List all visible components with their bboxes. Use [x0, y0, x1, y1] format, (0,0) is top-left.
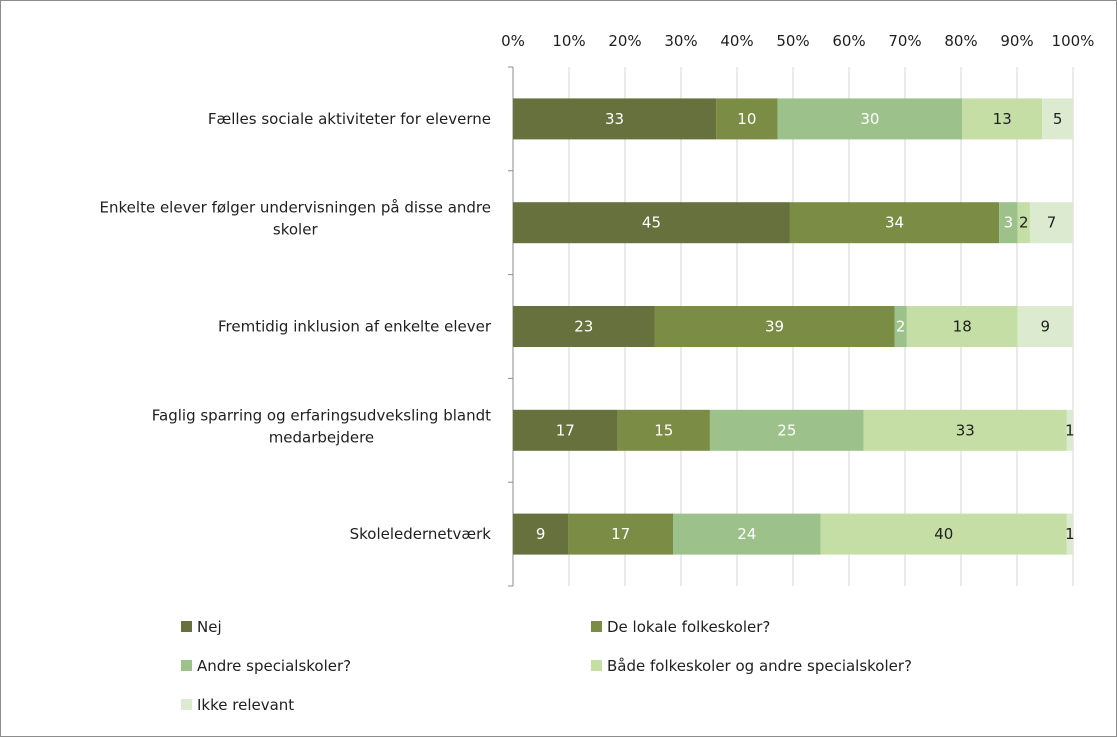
bar-segment: [894, 306, 907, 347]
bar-segment: [568, 513, 673, 555]
data-label: 18: [953, 318, 972, 336]
data-label: 10: [737, 110, 756, 128]
bar-segment: [777, 98, 963, 140]
data-label: 7: [1047, 214, 1057, 232]
x-tick-label: 20%: [608, 32, 641, 50]
bar-segment: [1017, 306, 1073, 347]
data-label: 9: [536, 525, 546, 543]
data-label: 9: [1041, 318, 1051, 336]
legend-label: Nej: [197, 618, 222, 636]
legend-label: Andre specialskoler?: [197, 657, 351, 675]
bar-segment: [513, 98, 717, 140]
data-label: 45: [642, 214, 661, 232]
data-label: 3: [1004, 214, 1014, 232]
legend-label: Både folkeskoler og andre specialskoler?: [607, 657, 912, 675]
bar-segment: [1017, 202, 1030, 244]
data-label: 1: [1065, 525, 1075, 543]
legend-swatch: [181, 660, 192, 671]
x-tick-label: 10%: [552, 32, 585, 50]
data-label: 39: [765, 318, 784, 336]
data-label: 23: [574, 318, 593, 336]
x-tick-label: 50%: [776, 32, 809, 50]
bar-segment: [1066, 513, 1073, 555]
x-tick-label: 90%: [1000, 32, 1033, 50]
x-tick-label: 70%: [888, 32, 921, 50]
data-label: 1: [1065, 421, 1075, 439]
data-label: 30: [860, 110, 879, 128]
x-tick-label: 100%: [1052, 32, 1095, 50]
category-label: skoler: [273, 221, 319, 239]
legend-swatch: [181, 621, 192, 632]
bar-segment: [513, 409, 618, 451]
data-label: 17: [611, 525, 630, 543]
data-label: 40: [934, 525, 953, 543]
x-tick-label: 0%: [501, 32, 525, 50]
legend-swatch: [591, 621, 602, 632]
category-label: Fælles sociale aktiviteter for eleverne: [208, 110, 491, 128]
bar-segment: [789, 202, 1000, 244]
x-tick-label: 40%: [720, 32, 753, 50]
bar-segment: [513, 306, 655, 347]
bar-segment: [513, 513, 569, 555]
bar-segment: [1042, 98, 1073, 140]
data-label: 2: [896, 318, 906, 336]
bar-segment: [1029, 202, 1073, 244]
data-label: 17: [556, 421, 575, 439]
legend-swatch: [591, 660, 602, 671]
category-label: medarbejdere: [269, 428, 374, 446]
x-tick-label: 80%: [944, 32, 977, 50]
data-label: 5: [1053, 110, 1063, 128]
data-label: 34: [885, 214, 904, 232]
data-label: 15: [654, 421, 673, 439]
data-label: 25: [777, 421, 796, 439]
bar-segment: [906, 306, 1018, 347]
bar-segment: [673, 513, 821, 555]
bar-segment: [654, 306, 895, 347]
bar-segment: [962, 98, 1043, 140]
bar-segment: [999, 202, 1018, 244]
bar-segment: [513, 202, 790, 244]
x-tick-label: 30%: [664, 32, 697, 50]
category-label: Enkelte elever følger undervisningen på …: [100, 199, 491, 217]
category-label: Skoleledernetværk: [350, 525, 492, 543]
data-label: 2: [1019, 214, 1029, 232]
bar-segment: [709, 409, 864, 451]
data-label: 24: [737, 525, 756, 543]
data-label: 33: [605, 110, 624, 128]
bar-segment: [820, 513, 1067, 555]
legend-swatch: [181, 699, 192, 710]
bar-segment: [1066, 409, 1073, 451]
legend-label: De lokale folkeskoler?: [607, 618, 770, 636]
category-label: Faglig sparring og erfaringsudveksling b…: [152, 406, 491, 424]
data-label: 33: [956, 421, 975, 439]
x-tick-label: 60%: [832, 32, 865, 50]
bar-segment: [617, 409, 710, 451]
legend-label: Ikke relevant: [197, 696, 294, 714]
category-label: Fremtidig inklusion af enkelte elever: [218, 318, 492, 336]
bar-segment: [863, 409, 1067, 451]
data-label: 13: [993, 110, 1012, 128]
bar-segment: [716, 98, 778, 140]
